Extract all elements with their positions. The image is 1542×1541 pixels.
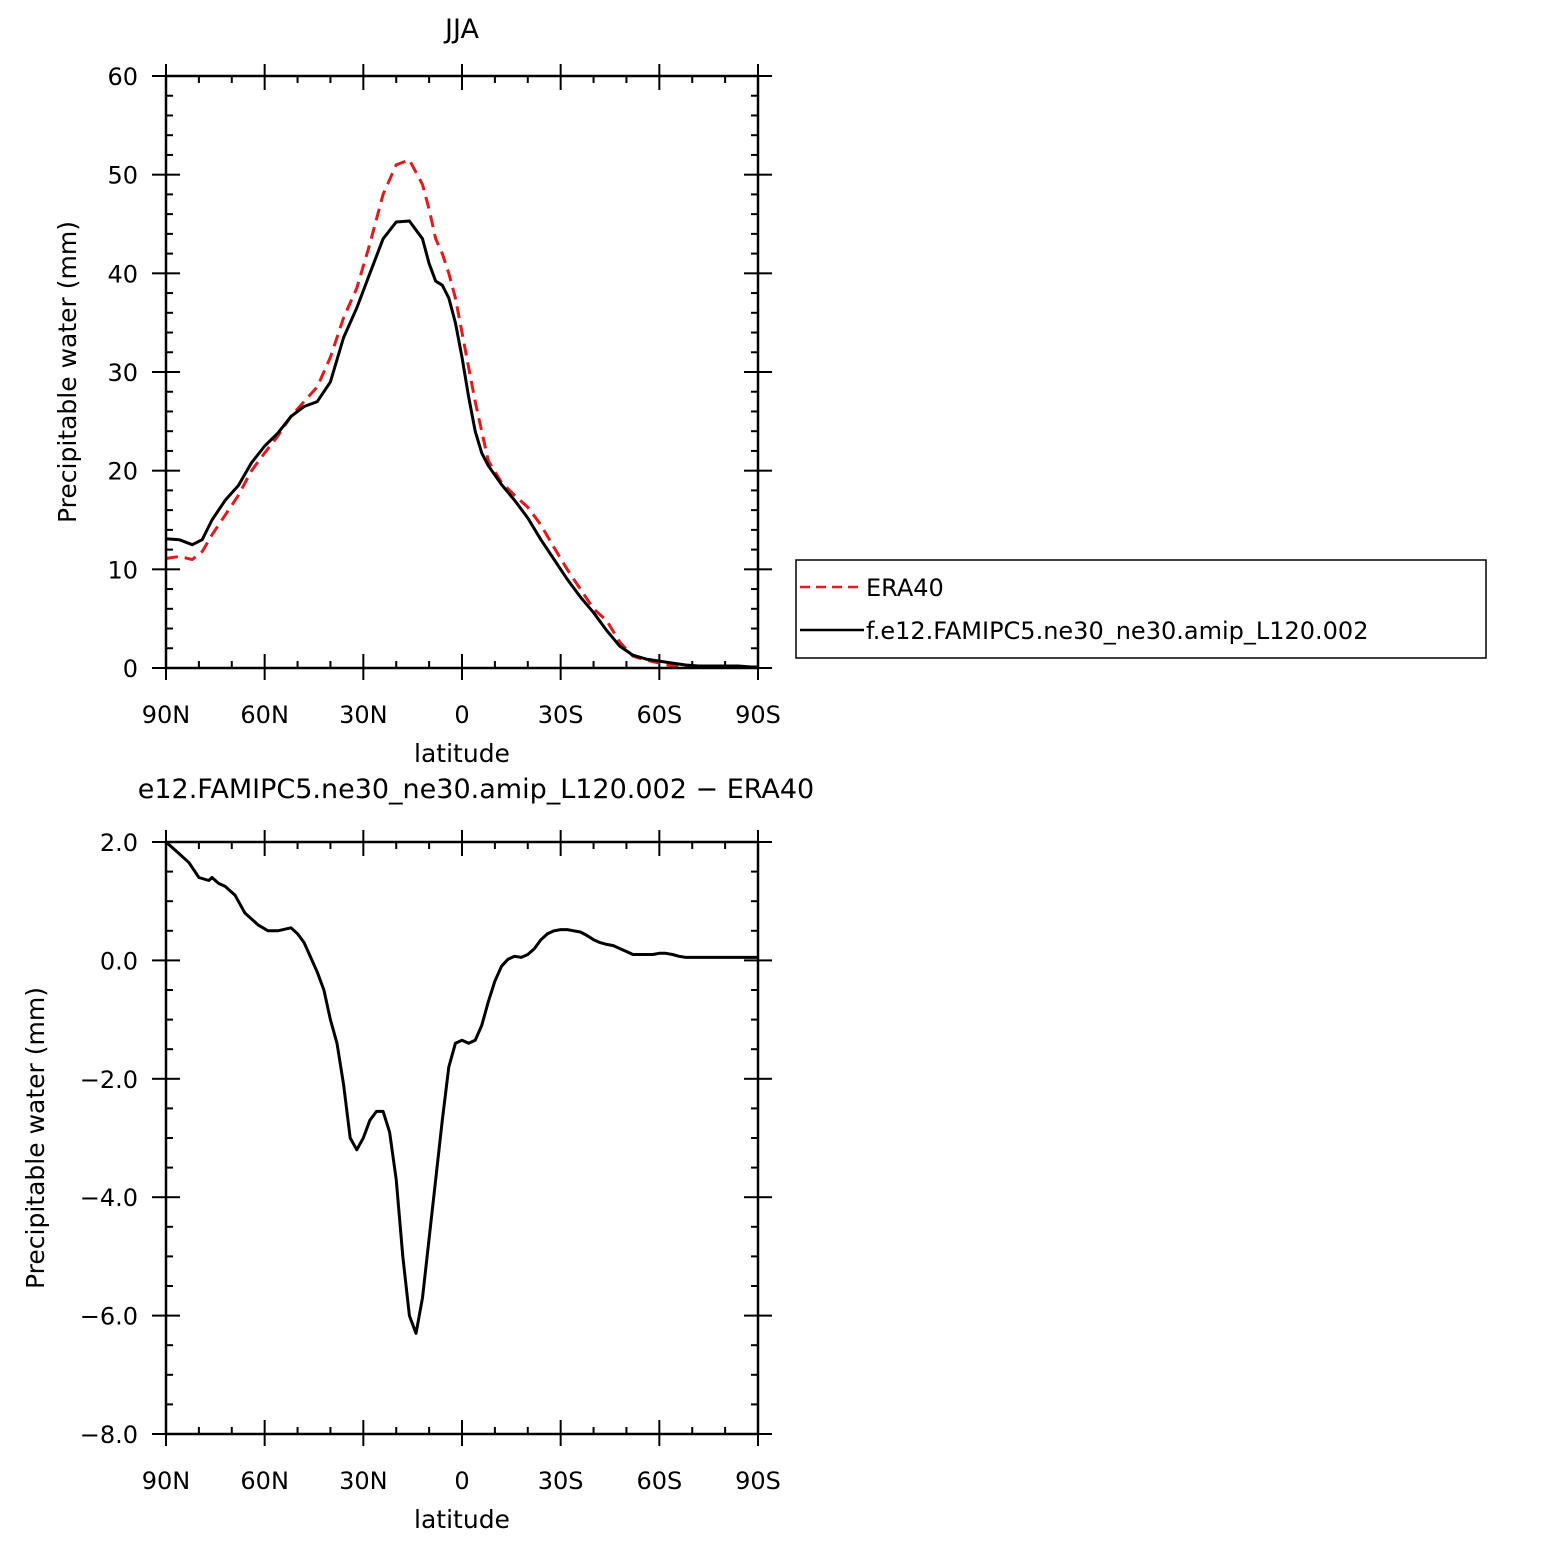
bottom-y-tick-label: 0.0 xyxy=(100,947,138,975)
top-series-line-0 xyxy=(165,158,758,669)
top-y-axis-label: Precipitable water (mm) xyxy=(53,221,82,523)
legend-label-era40: ERA40 xyxy=(866,574,944,602)
bottom-y-tick-label: −6.0 xyxy=(80,1303,138,1331)
top-ticks: 90N 60N 30N 0 30S 60S 90S 0 10 20 30 40 50 60 xyxy=(107,63,780,729)
top-x-tick-label: 90N xyxy=(142,701,191,729)
bottom-x-tick-label: 30S xyxy=(538,1467,584,1495)
bottom-y-tick-label: 2.0 xyxy=(100,829,138,857)
bottom-plot-frame xyxy=(164,840,760,1436)
top-x-tick-label: 60S xyxy=(636,701,682,729)
bottom-x-tick-label: 60S xyxy=(636,1467,682,1495)
top-x-axis-label: latitude xyxy=(414,739,510,768)
top-x-tick-label: 30S xyxy=(538,701,584,729)
top-y-tick-label: 60 xyxy=(107,63,138,91)
bottom-y-tick-label: −4.0 xyxy=(80,1184,138,1212)
bottom-series-group xyxy=(165,840,758,1335)
top-series-line-1 xyxy=(165,219,758,669)
top-chart-title: JJA xyxy=(443,14,479,45)
top-y-tick-label: 50 xyxy=(107,162,138,190)
bottom-x-tick-label: 0 xyxy=(454,1467,469,1495)
top-y-tick-label: 20 xyxy=(107,458,138,486)
top-y-tick-label: 30 xyxy=(107,359,138,387)
legend-label-model: f.e12.FAMIPC5.ne30_ne30.amip_L120.002 xyxy=(866,617,1368,645)
top-plot-frame xyxy=(164,74,760,670)
top-y-tick-label: 40 xyxy=(107,260,138,288)
bottom-x-tick-label: 90N xyxy=(142,1467,191,1495)
top-x-tick-label: 30N xyxy=(339,701,388,729)
bottom-x-axis-label: latitude xyxy=(414,1505,510,1534)
bottom-series-line-0 xyxy=(165,840,758,1335)
legend: ERA40 f.e12.FAMIPC5.ne30_ne30.amip_L120.… xyxy=(795,559,1487,659)
top-x-tick-label: 90S xyxy=(735,701,781,729)
top-series-group xyxy=(165,158,758,669)
bottom-panel: e12.FAMIPC5.ne30_ne30.amip_L120.002 − ER… xyxy=(21,774,814,1534)
bottom-x-tick-label: 30N xyxy=(339,1467,388,1495)
bottom-x-tick-label: 90S xyxy=(735,1467,781,1495)
top-y-tick-label: 10 xyxy=(107,556,138,584)
bottom-y-axis-label: Precipitable water (mm) xyxy=(21,987,50,1289)
top-panel: JJA 90N 60N 30N 0 30S 60S 90S 0 10 20 30 40 50 60 lat… xyxy=(53,14,781,768)
bottom-y-tick-label: −2.0 xyxy=(80,1066,138,1094)
top-x-tick-label: 60N xyxy=(240,701,289,729)
top-y-tick-label: 0 xyxy=(123,655,138,683)
bottom-y-tick-label: −8.0 xyxy=(80,1421,138,1449)
bottom-ticks: 90N 60N 30N 0 30S 60S 90S −8.0 −6.0 −4.0 −2.0 0.0 2.… xyxy=(80,829,781,1495)
legend-box xyxy=(795,559,1487,659)
bottom-chart-title: e12.FAMIPC5.ne30_ne30.amip_L120.002 − ER… xyxy=(138,774,815,805)
top-x-tick-label: 0 xyxy=(454,701,469,729)
bottom-x-tick-label: 60N xyxy=(240,1467,289,1495)
